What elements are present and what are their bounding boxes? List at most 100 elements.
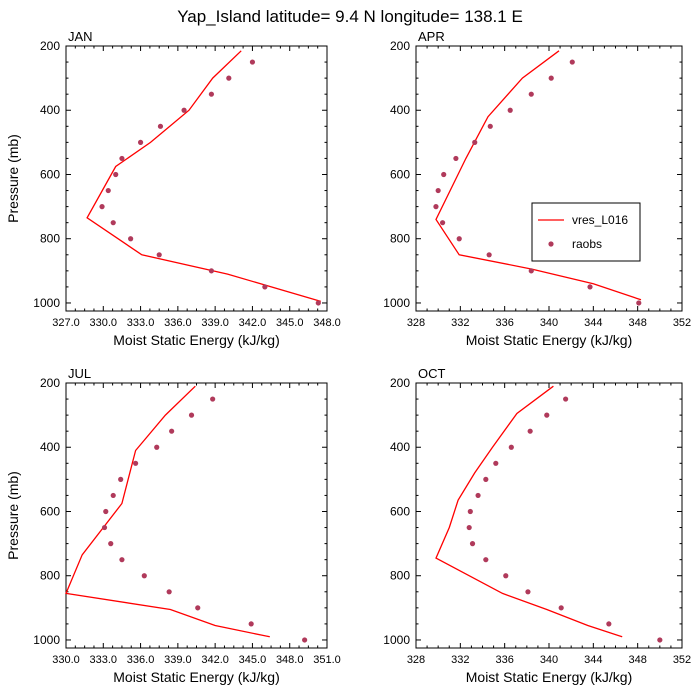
data-point-raobs bbox=[262, 284, 268, 290]
y-tick-label: 800 bbox=[40, 569, 60, 583]
data-point-raobs bbox=[469, 541, 476, 547]
x-tick-label: 333.0 bbox=[90, 654, 118, 666]
data-point-raobs bbox=[141, 573, 147, 579]
panel-jul: 330.0 333.0 336.0 339.0 342.0 345.0 348.0 351.0… bbox=[5, 366, 341, 685]
x-tick-label: 330.0 bbox=[52, 654, 80, 666]
panel-apr: 328 332 336 340 344 348 352 200 400 600 800 1000 Moi… bbox=[383, 29, 691, 348]
x-tick-label: 328 bbox=[407, 654, 425, 666]
data-point-raobs bbox=[467, 508, 473, 515]
data-point-raobs bbox=[525, 589, 531, 595]
data-point-raobs bbox=[208, 91, 215, 97]
x-tick-label: 352 bbox=[673, 317, 691, 329]
data-point-raobs bbox=[548, 75, 554, 81]
y-tick-label: 1000 bbox=[383, 633, 410, 647]
data-point-raobs bbox=[169, 428, 175, 434]
x-tick-label: 348.0 bbox=[276, 654, 304, 666]
x-axis-label: Moist Static Energy (kJ/kg) bbox=[466, 669, 633, 685]
x-tick-label: 351.0 bbox=[313, 654, 341, 666]
x-tick-label: 327.0 bbox=[52, 317, 80, 329]
x-tick-label: 336.0 bbox=[127, 654, 155, 666]
data-point-raobs bbox=[195, 605, 201, 611]
x-tick-label: 342.0 bbox=[239, 317, 267, 329]
panel-label: JUL bbox=[68, 366, 91, 381]
panel-label: APR bbox=[418, 29, 445, 44]
y-tick-label: 400 bbox=[40, 440, 60, 454]
x-tick-label: 340 bbox=[540, 654, 558, 666]
data-point-raobs bbox=[527, 428, 533, 434]
x-tick-label: 348 bbox=[628, 317, 646, 329]
x-tick-label: 352 bbox=[673, 654, 691, 666]
y-tick-label: 1000 bbox=[383, 296, 410, 310]
series-line-vres-l016 bbox=[86, 50, 321, 303]
y-tick-label: 400 bbox=[390, 440, 410, 454]
data-point-raobs bbox=[133, 460, 139, 466]
x-tick-label: 345.0 bbox=[276, 317, 304, 329]
y-tick-label: 200 bbox=[40, 39, 60, 53]
data-point-raobs bbox=[453, 155, 459, 162]
series-line-vres-l016 bbox=[65, 385, 270, 638]
x-tick-label: 332 bbox=[451, 317, 469, 329]
data-point-raobs bbox=[657, 637, 663, 643]
figure-title: Yap_Island latitude= 9.4 N longitude= 13… bbox=[177, 7, 523, 26]
data-point-raobs bbox=[110, 492, 116, 499]
x-tick-label: 339.0 bbox=[201, 317, 229, 329]
x-tick-label: 344 bbox=[584, 317, 602, 329]
data-point-raobs bbox=[487, 123, 493, 129]
y-tick-label: 200 bbox=[40, 376, 60, 390]
data-point-raobs bbox=[188, 412, 195, 418]
data-point-raobs bbox=[249, 59, 256, 65]
y-tick-label: 600 bbox=[40, 504, 60, 518]
series-line-vres-l016 bbox=[435, 50, 642, 301]
data-point-raobs bbox=[507, 107, 513, 113]
data-point-raobs bbox=[440, 220, 446, 226]
data-point-raobs bbox=[475, 492, 481, 499]
data-point-raobs bbox=[157, 123, 164, 129]
data-point-raobs bbox=[433, 204, 439, 210]
y-tick-label: 400 bbox=[40, 103, 60, 117]
x-axis-label: Moist Static Energy (kJ/kg) bbox=[113, 669, 280, 685]
data-point-raobs bbox=[544, 412, 550, 418]
data-point-raobs bbox=[483, 557, 489, 563]
data-point-raobs bbox=[248, 621, 254, 627]
data-point-raobs bbox=[528, 91, 534, 97]
legend-box bbox=[531, 202, 641, 262]
panel-oct: 328 332 336 340 344 348 352 200 400 600 800 1000 Moi… bbox=[383, 366, 691, 685]
legend-label-raobs: raobs bbox=[572, 237, 602, 251]
data-point-raobs bbox=[636, 300, 642, 306]
data-point-raobs bbox=[483, 476, 489, 482]
data-point-raobs bbox=[181, 107, 187, 113]
y-tick-label: 600 bbox=[40, 167, 60, 181]
data-point-raobs bbox=[226, 75, 232, 81]
data-point-raobs bbox=[315, 300, 321, 306]
data-point-raobs bbox=[119, 155, 125, 162]
data-point-raobs bbox=[166, 589, 172, 595]
x-tick-label: 339.0 bbox=[164, 654, 192, 666]
data-point-raobs bbox=[456, 236, 462, 242]
x-tick-label: 332 bbox=[451, 654, 469, 666]
panel-label: OCT bbox=[418, 366, 446, 381]
panels: 327.0 330.0 333.0 336.0 339.0 342.0 345.0 348.0… bbox=[5, 29, 691, 685]
y-tick-label: 800 bbox=[390, 232, 410, 246]
legend-label-vres-l016: vres_L016 bbox=[572, 213, 628, 227]
series-line-vres-l016 bbox=[435, 385, 623, 638]
y-tick-label: 200 bbox=[390, 39, 410, 53]
data-point-raobs bbox=[472, 139, 478, 145]
data-point-raobs bbox=[128, 236, 134, 242]
data-point-raobs bbox=[113, 171, 119, 178]
x-tick-label: 333.0 bbox=[127, 317, 155, 329]
data-point-raobs bbox=[137, 139, 144, 145]
data-point-raobs bbox=[563, 396, 569, 402]
y-tick-label: 1000 bbox=[33, 633, 60, 647]
legend-marker-swatch bbox=[548, 241, 554, 247]
data-point-raobs bbox=[503, 573, 509, 579]
data-point-raobs bbox=[108, 541, 114, 547]
data-point-raobs bbox=[466, 524, 472, 531]
x-tick-label: 340 bbox=[540, 317, 558, 329]
data-point-raobs bbox=[606, 621, 612, 627]
y-tick-label: 600 bbox=[390, 504, 410, 518]
x-tick-label: 344 bbox=[584, 654, 602, 666]
x-tick-label: 336 bbox=[495, 654, 513, 666]
data-point-raobs bbox=[119, 557, 125, 563]
